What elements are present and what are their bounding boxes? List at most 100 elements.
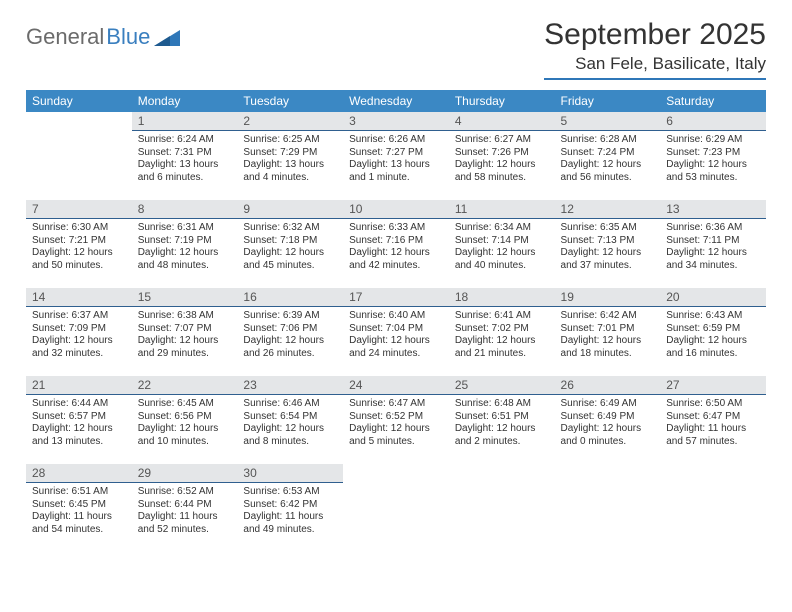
daylight-text: Daylight: 12 hours and 26 minutes. [243, 335, 337, 360]
sunset-text: Sunset: 7:07 PM [138, 323, 232, 336]
day-number: 19 [555, 288, 661, 307]
day-cell: 14Sunrise: 6:37 AMSunset: 7:09 PMDayligh… [26, 288, 132, 376]
sunset-text: Sunset: 6:49 PM [561, 411, 655, 424]
day-cell: 22Sunrise: 6:45 AMSunset: 6:56 PMDayligh… [132, 376, 238, 464]
sunset-text: Sunset: 6:51 PM [455, 411, 549, 424]
daylight-text: Daylight: 12 hours and 34 minutes. [666, 247, 760, 272]
day-number: 4 [449, 112, 555, 131]
day-body: Sunrise: 6:31 AMSunset: 7:19 PMDaylight:… [132, 219, 238, 276]
day-cell: 15Sunrise: 6:38 AMSunset: 7:07 PMDayligh… [132, 288, 238, 376]
day-body: Sunrise: 6:39 AMSunset: 7:06 PMDaylight:… [237, 307, 343, 364]
day-number: 23 [237, 376, 343, 395]
sunset-text: Sunset: 7:31 PM [138, 147, 232, 160]
week-row: 14Sunrise: 6:37 AMSunset: 7:09 PMDayligh… [26, 288, 766, 376]
day-number: 13 [660, 200, 766, 219]
sunset-text: Sunset: 6:44 PM [138, 499, 232, 512]
sunset-text: Sunset: 7:16 PM [349, 235, 443, 248]
calendar-table: Sunday Monday Tuesday Wednesday Thursday… [26, 90, 766, 552]
day-body: Sunrise: 6:38 AMSunset: 7:07 PMDaylight:… [132, 307, 238, 364]
day-body: Sunrise: 6:40 AMSunset: 7:04 PMDaylight:… [343, 307, 449, 364]
day-cell: 18Sunrise: 6:41 AMSunset: 7:02 PMDayligh… [449, 288, 555, 376]
sunset-text: Sunset: 7:24 PM [561, 147, 655, 160]
sunset-text: Sunset: 7:21 PM [32, 235, 126, 248]
day-body: Sunrise: 6:36 AMSunset: 7:11 PMDaylight:… [660, 219, 766, 276]
sunset-text: Sunset: 7:19 PM [138, 235, 232, 248]
day-cell [26, 112, 132, 200]
sunset-text: Sunset: 6:54 PM [243, 411, 337, 424]
week-row: 21Sunrise: 6:44 AMSunset: 6:57 PMDayligh… [26, 376, 766, 464]
sunrise-text: Sunrise: 6:41 AM [455, 310, 549, 323]
day-body: Sunrise: 6:25 AMSunset: 7:29 PMDaylight:… [237, 131, 343, 188]
day-header: Saturday [660, 90, 766, 112]
day-number: 11 [449, 200, 555, 219]
day-cell [555, 464, 661, 552]
daylight-text: Daylight: 12 hours and 58 minutes. [455, 159, 549, 184]
day-number: 21 [26, 376, 132, 395]
sunrise-text: Sunrise: 6:28 AM [561, 134, 655, 147]
sunset-text: Sunset: 7:11 PM [666, 235, 760, 248]
week-row: 1Sunrise: 6:24 AMSunset: 7:31 PMDaylight… [26, 112, 766, 200]
daylight-text: Daylight: 12 hours and 53 minutes. [666, 159, 760, 184]
day-cell: 8Sunrise: 6:31 AMSunset: 7:19 PMDaylight… [132, 200, 238, 288]
daylight-text: Daylight: 12 hours and 50 minutes. [32, 247, 126, 272]
sunrise-text: Sunrise: 6:24 AM [138, 134, 232, 147]
day-header: Sunday [26, 90, 132, 112]
day-number: 26 [555, 376, 661, 395]
daylight-text: Daylight: 12 hours and 21 minutes. [455, 335, 549, 360]
day-cell: 5Sunrise: 6:28 AMSunset: 7:24 PMDaylight… [555, 112, 661, 200]
day-cell: 17Sunrise: 6:40 AMSunset: 7:04 PMDayligh… [343, 288, 449, 376]
day-body: Sunrise: 6:29 AMSunset: 7:23 PMDaylight:… [660, 131, 766, 188]
daylight-text: Daylight: 12 hours and 40 minutes. [455, 247, 549, 272]
sunset-text: Sunset: 6:52 PM [349, 411, 443, 424]
week-row: 28Sunrise: 6:51 AMSunset: 6:45 PMDayligh… [26, 464, 766, 552]
sunrise-text: Sunrise: 6:31 AM [138, 222, 232, 235]
sunset-text: Sunset: 7:26 PM [455, 147, 549, 160]
day-body: Sunrise: 6:49 AMSunset: 6:49 PMDaylight:… [555, 395, 661, 452]
day-body: Sunrise: 6:42 AMSunset: 7:01 PMDaylight:… [555, 307, 661, 364]
sunset-text: Sunset: 7:23 PM [666, 147, 760, 160]
daylight-text: Daylight: 12 hours and 48 minutes. [138, 247, 232, 272]
day-number: 29 [132, 464, 238, 483]
day-body: Sunrise: 6:26 AMSunset: 7:27 PMDaylight:… [343, 131, 449, 188]
sunrise-text: Sunrise: 6:50 AM [666, 398, 760, 411]
day-cell: 12Sunrise: 6:35 AMSunset: 7:13 PMDayligh… [555, 200, 661, 288]
day-cell: 29Sunrise: 6:52 AMSunset: 6:44 PMDayligh… [132, 464, 238, 552]
daylight-text: Daylight: 12 hours and 16 minutes. [666, 335, 760, 360]
day-number: 8 [132, 200, 238, 219]
sunrise-text: Sunrise: 6:48 AM [455, 398, 549, 411]
sunset-text: Sunset: 7:29 PM [243, 147, 337, 160]
day-number: 24 [343, 376, 449, 395]
sunrise-text: Sunrise: 6:38 AM [138, 310, 232, 323]
daylight-text: Daylight: 12 hours and 32 minutes. [32, 335, 126, 360]
day-number: 17 [343, 288, 449, 307]
sunset-text: Sunset: 7:27 PM [349, 147, 443, 160]
day-number: 30 [237, 464, 343, 483]
title-block: September 2025 San Fele, Basilicate, Ita… [544, 18, 766, 80]
sunset-text: Sunset: 7:04 PM [349, 323, 443, 336]
sunrise-text: Sunrise: 6:49 AM [561, 398, 655, 411]
day-number: 27 [660, 376, 766, 395]
daylight-text: Daylight: 12 hours and 45 minutes. [243, 247, 337, 272]
day-number: 25 [449, 376, 555, 395]
day-cell: 27Sunrise: 6:50 AMSunset: 6:47 PMDayligh… [660, 376, 766, 464]
day-body: Sunrise: 6:53 AMSunset: 6:42 PMDaylight:… [237, 483, 343, 540]
sunrise-text: Sunrise: 6:34 AM [455, 222, 549, 235]
day-cell [449, 464, 555, 552]
daylight-text: Daylight: 13 hours and 6 minutes. [138, 159, 232, 184]
day-body: Sunrise: 6:47 AMSunset: 6:52 PMDaylight:… [343, 395, 449, 452]
day-cell: 23Sunrise: 6:46 AMSunset: 6:54 PMDayligh… [237, 376, 343, 464]
sunrise-text: Sunrise: 6:43 AM [666, 310, 760, 323]
sunrise-text: Sunrise: 6:45 AM [138, 398, 232, 411]
sunset-text: Sunset: 6:42 PM [243, 499, 337, 512]
day-body: Sunrise: 6:48 AMSunset: 6:51 PMDaylight:… [449, 395, 555, 452]
header-row: GeneralBlue September 2025 San Fele, Bas… [26, 18, 766, 80]
day-number: 28 [26, 464, 132, 483]
daylight-text: Daylight: 13 hours and 4 minutes. [243, 159, 337, 184]
day-cell: 20Sunrise: 6:43 AMSunset: 6:59 PMDayligh… [660, 288, 766, 376]
day-cell: 21Sunrise: 6:44 AMSunset: 6:57 PMDayligh… [26, 376, 132, 464]
day-cell: 16Sunrise: 6:39 AMSunset: 7:06 PMDayligh… [237, 288, 343, 376]
sunrise-text: Sunrise: 6:33 AM [349, 222, 443, 235]
day-header: Wednesday [343, 90, 449, 112]
day-cell: 4Sunrise: 6:27 AMSunset: 7:26 PMDaylight… [449, 112, 555, 200]
daylight-text: Daylight: 11 hours and 57 minutes. [666, 423, 760, 448]
